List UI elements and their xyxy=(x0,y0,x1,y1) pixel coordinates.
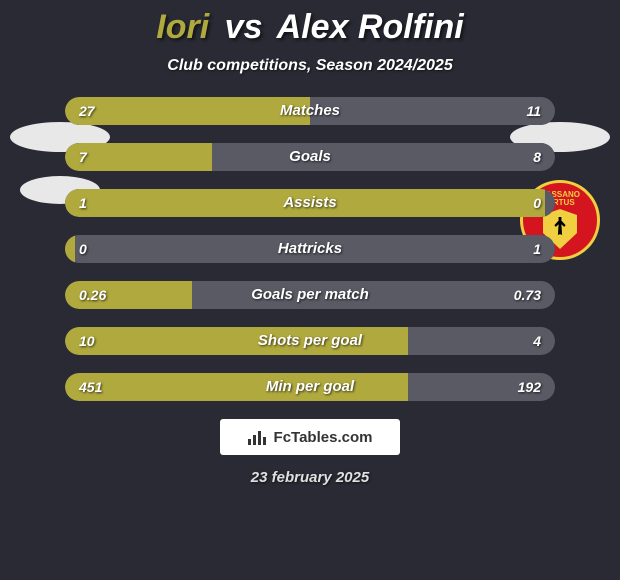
player1-name: Iori xyxy=(156,8,209,46)
player2-name: Alex Rolfini xyxy=(277,8,464,46)
stat-label: Hattricks xyxy=(65,235,555,263)
stats-container: 2711Matches 78Goals 10Assists 01Hattricks 0.… xyxy=(65,97,555,401)
stat-label: Min per goal xyxy=(65,373,555,401)
stat-label: Matches xyxy=(65,97,555,125)
brand-chart-icon xyxy=(248,429,268,445)
badge-figure xyxy=(553,217,567,235)
stat-row: 104Shots per goal xyxy=(65,327,555,355)
brand-box[interactable]: FcTables.com xyxy=(220,419,400,455)
vs-text: vs xyxy=(225,8,263,46)
stat-row: 01Hattricks xyxy=(65,235,555,263)
stat-label: Assists xyxy=(65,189,555,217)
stat-row: 78Goals xyxy=(65,143,555,171)
stat-row: 2711Matches xyxy=(65,97,555,125)
stat-row: 0.260.73Goals per match xyxy=(65,281,555,309)
stat-row: 451192Min per goal xyxy=(65,373,555,401)
stat-row: 10Assists xyxy=(65,189,555,217)
stat-label: Goals per match xyxy=(65,281,555,309)
subtitle: Club competitions, Season 2024/2025 xyxy=(0,57,620,75)
stat-label: Goals xyxy=(65,143,555,171)
footer-date: 23 february 2025 xyxy=(0,469,620,486)
brand-text: FcTables.com xyxy=(274,429,373,446)
stat-label: Shots per goal xyxy=(65,327,555,355)
comparison-title: Iori vs Alex Rolfini xyxy=(0,0,620,47)
